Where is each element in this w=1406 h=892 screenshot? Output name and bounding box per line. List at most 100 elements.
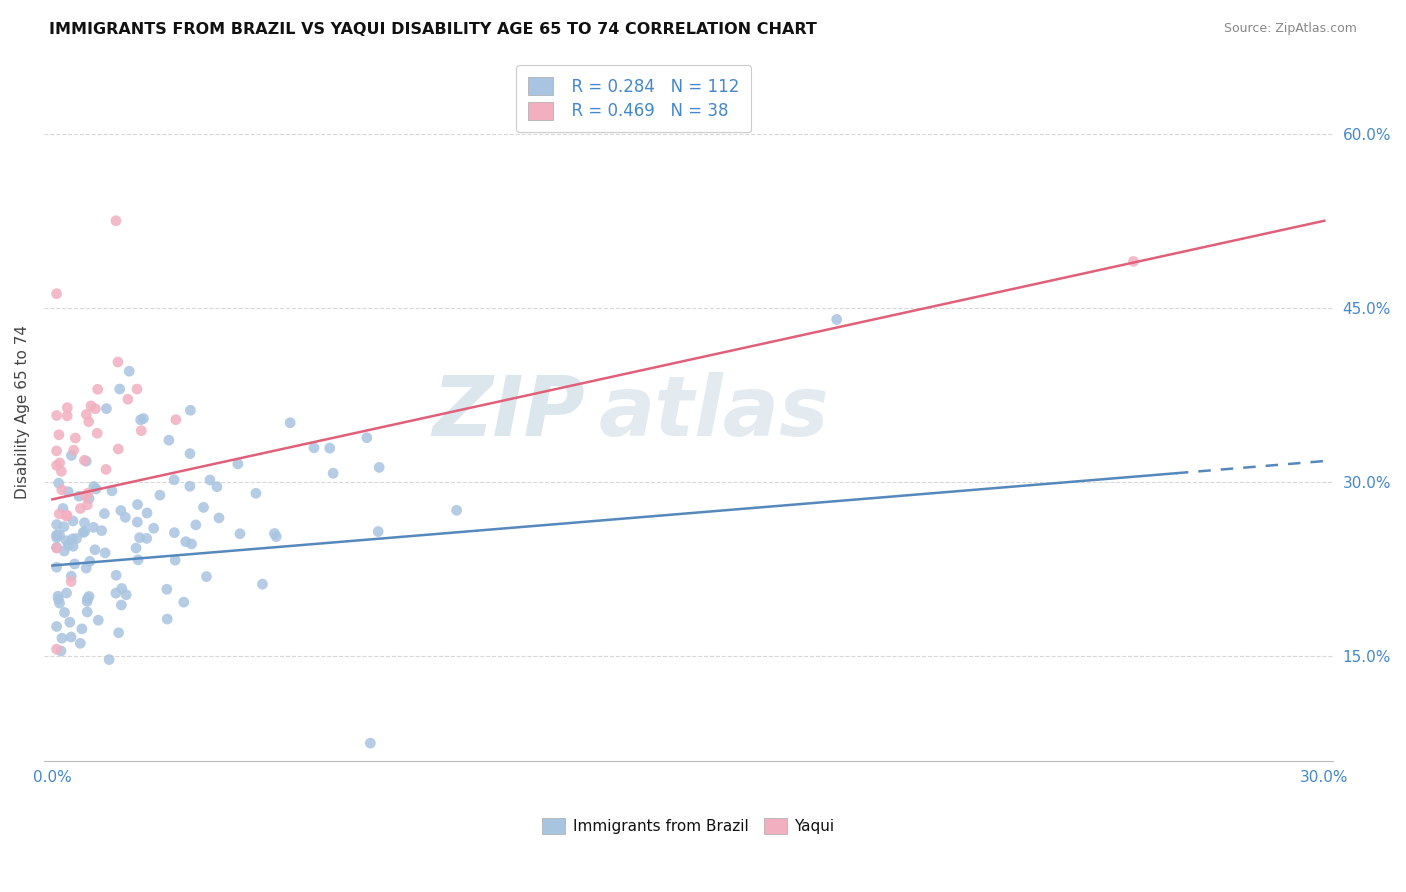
Point (75, 561, 97, 575)
Point (76, 594, 98, 608)
Point (48, 507, 70, 521)
Point (51, 464, 73, 478)
Point (94, 546, 117, 560)
Point (45, 443, 67, 458)
Point (825, 312, 848, 326)
Point (77, 486, 100, 500)
Point (142, 521, 165, 535)
Point (56, 409, 79, 423)
Point (51, 483, 73, 497)
Point (59, 615, 82, 630)
Point (322, 467, 344, 481)
Point (53, 606, 76, 620)
Point (65, 532, 87, 546)
Point (60, 569, 83, 583)
Point (165, 412, 187, 426)
Text: ZIP: ZIP (433, 372, 585, 453)
Point (72, 525, 94, 540)
Point (165, 553, 187, 567)
Point (157, 433, 180, 447)
Point (117, 392, 139, 407)
Point (45, 409, 67, 423)
Point (110, 598, 132, 612)
Point (83, 479, 105, 493)
Point (48, 592, 70, 607)
Point (96, 401, 118, 416)
Point (77, 415, 100, 429)
Point (45, 541, 67, 555)
Point (128, 531, 150, 545)
Point (73, 516, 96, 530)
Point (107, 442, 129, 456)
Point (45, 286, 67, 301)
Point (56, 484, 79, 499)
Point (45, 528, 67, 542)
Point (114, 510, 136, 524)
Point (105, 568, 128, 582)
Point (73, 453, 96, 467)
Point (48, 476, 70, 491)
Point (263, 526, 285, 541)
Point (76, 591, 98, 606)
Point (319, 441, 342, 455)
Point (84, 401, 107, 416)
Point (264, 530, 287, 544)
Point (65, 431, 87, 445)
Point (278, 416, 301, 430)
Point (107, 355, 129, 369)
Point (84, 482, 107, 496)
Point (94, 462, 117, 476)
Text: IMMIGRANTS FROM BRAZIL VS YAQUI DISABILITY AGE 65 TO 74 CORRELATION CHART: IMMIGRANTS FROM BRAZIL VS YAQUI DISABILI… (49, 22, 817, 37)
Point (245, 486, 267, 500)
Point (86, 426, 108, 441)
Point (125, 382, 148, 396)
Text: Source: ZipAtlas.com: Source: ZipAtlas.com (1223, 22, 1357, 36)
Point (73, 524, 96, 539)
Point (45, 517, 67, 532)
Point (163, 525, 186, 540)
Point (193, 500, 215, 515)
Point (52, 501, 75, 516)
Point (45, 619, 67, 633)
Point (135, 532, 157, 546)
Point (69, 501, 91, 516)
Point (45, 458, 67, 473)
Point (132, 411, 155, 425)
Point (125, 541, 148, 555)
Point (60, 449, 83, 463)
Point (60, 574, 83, 589)
Point (198, 473, 221, 487)
Point (367, 524, 389, 539)
Point (226, 457, 249, 471)
Point (359, 736, 381, 750)
Point (62, 532, 84, 546)
Point (179, 447, 201, 461)
Point (87, 613, 110, 627)
Point (60, 630, 83, 644)
Point (76, 498, 98, 512)
Point (48, 427, 70, 442)
Point (77, 491, 100, 506)
Point (107, 625, 129, 640)
Point (62, 443, 84, 458)
Point (163, 473, 186, 487)
Point (195, 569, 218, 583)
Point (1122, 254, 1144, 268)
Point (86, 382, 108, 396)
Point (179, 479, 201, 493)
Point (80, 399, 103, 413)
Point (46, 589, 69, 603)
Point (55, 509, 77, 524)
Point (101, 483, 124, 498)
Point (184, 517, 207, 532)
Point (118, 364, 141, 378)
Point (368, 460, 391, 475)
Point (84, 542, 107, 557)
Point (173, 595, 195, 609)
Point (208, 511, 231, 525)
Point (90, 524, 112, 538)
Point (67, 489, 90, 503)
Point (52, 519, 75, 533)
Point (127, 553, 149, 567)
Point (111, 582, 134, 596)
